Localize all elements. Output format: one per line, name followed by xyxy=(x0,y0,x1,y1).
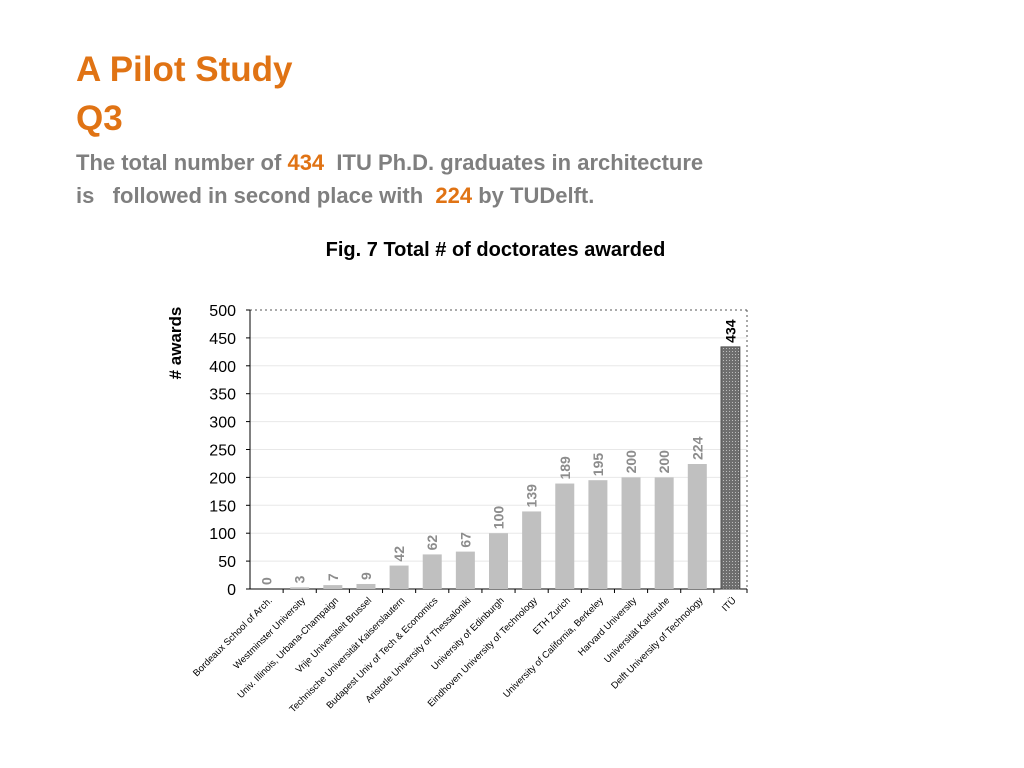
highlight-number: 224 xyxy=(435,183,473,208)
data-label: 139 xyxy=(524,484,540,508)
data-label: 200 xyxy=(623,450,639,474)
title-line-1: A Pilot Study xyxy=(76,50,293,89)
data-label: 195 xyxy=(590,453,606,477)
y-axis-label: # awards xyxy=(166,307,185,380)
y-tick-label: 400 xyxy=(209,359,236,376)
data-label: 189 xyxy=(557,456,573,480)
data-label: 42 xyxy=(391,546,407,562)
subtitle-text: by TUDelft. xyxy=(472,183,595,208)
y-tick-label: 0 xyxy=(227,582,236,599)
subtitle-line-1: The total number of 434 ITU Ph.D. gradua… xyxy=(76,150,703,176)
bar xyxy=(455,551,475,589)
y-tick-label: 350 xyxy=(209,387,236,404)
title-line-2: Q3 xyxy=(76,99,123,138)
bar xyxy=(389,565,409,589)
data-label: 62 xyxy=(424,535,440,551)
data-label: 224 xyxy=(689,436,705,460)
data-label: 200 xyxy=(656,450,672,474)
y-tick-label: 150 xyxy=(209,498,236,515)
y-tick-label: 500 xyxy=(209,303,236,320)
y-tick-label: 250 xyxy=(209,443,236,460)
y-tick-label: 200 xyxy=(209,470,236,487)
bar xyxy=(422,554,442,589)
y-tick-label: 450 xyxy=(209,331,236,348)
y-tick-label: 100 xyxy=(209,526,236,543)
bar xyxy=(621,477,641,589)
data-label: 434 xyxy=(722,319,738,343)
bar xyxy=(555,483,575,589)
subtitle-text: The total number of xyxy=(76,150,288,175)
bar xyxy=(720,346,741,590)
subtitle-text: is followed in second place with xyxy=(76,183,436,208)
bar xyxy=(290,587,310,589)
bar xyxy=(588,480,608,589)
y-tick-label: 300 xyxy=(209,415,236,432)
highlight-number: 434 xyxy=(287,150,325,175)
x-tick-label: Harvard University xyxy=(576,595,639,658)
data-label: 0 xyxy=(259,577,275,585)
bar xyxy=(356,583,376,589)
bar xyxy=(323,585,343,589)
y-tick-label: 50 xyxy=(218,554,236,571)
data-label: 9 xyxy=(358,572,374,580)
bar xyxy=(654,477,674,589)
bar xyxy=(522,511,542,589)
bar xyxy=(687,464,707,589)
data-label: 3 xyxy=(292,575,308,583)
bar xyxy=(489,533,508,589)
subtitle-text: ITU Ph.D. graduates in architecture xyxy=(324,150,704,175)
subtitle-line-2: is followed in second place with 224 by … xyxy=(76,183,594,209)
data-label: 67 xyxy=(457,532,473,548)
data-label: 7 xyxy=(325,573,341,581)
data-label: 100 xyxy=(491,506,507,530)
x-tick-label: ITÜ xyxy=(720,595,739,614)
chart-title: Fig. 7 Total # of doctorates awarded xyxy=(326,239,666,261)
